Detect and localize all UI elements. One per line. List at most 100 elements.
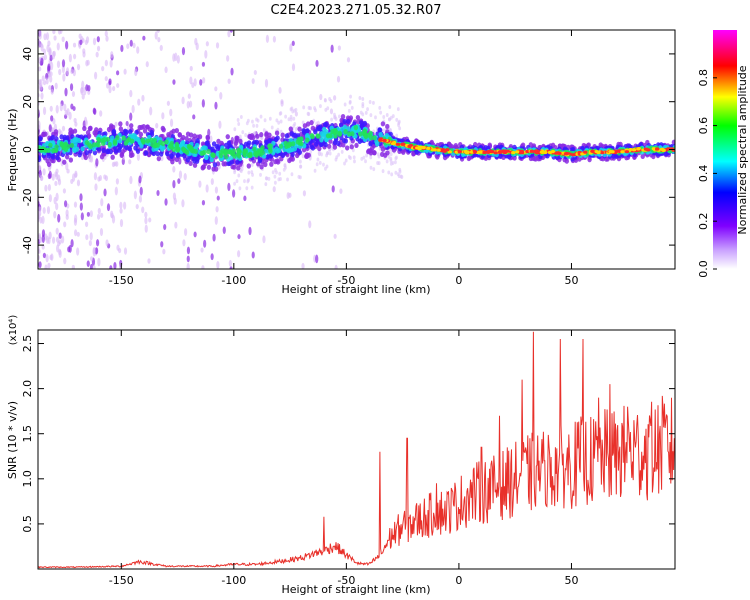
- spectrogram-peak-cell: [478, 150, 483, 154]
- spectrogram-noise-cell: [119, 218, 124, 228]
- spectrogram-noise-cell: [336, 75, 341, 83]
- spectrogram-noise-cell: [177, 178, 181, 184]
- spectrogram-noise-cell: [374, 115, 377, 120]
- spectrogram-noise-cell: [59, 103, 63, 112]
- spectrogram-peak-cell: [472, 150, 478, 154]
- spectrogram-ridge-cell: [290, 151, 295, 157]
- spectrogram-ridge-cell: [216, 144, 221, 150]
- spectrogram-noise-cell: [362, 155, 366, 160]
- spectrogram-noise-cell: [160, 241, 164, 248]
- spectrogram-ridge-cell: [259, 132, 264, 138]
- spectrogram-peak-cell: [382, 138, 387, 143]
- spectrogram-noise-cell: [113, 161, 117, 167]
- spectrogram-noise-cell: [129, 175, 133, 185]
- spectrogram-noise-cell: [129, 89, 133, 98]
- spectrogram-noise-cell: [40, 92, 44, 100]
- spectrogram-ridge-cell: [123, 131, 128, 137]
- spectrogram-noise-cell: [74, 229, 78, 237]
- spectrogram-noise-cell: [315, 162, 319, 167]
- spectrogram-ridge-cell: [292, 132, 298, 138]
- spectrogram-noise-cell: [369, 165, 373, 170]
- spectrogram-noise-cell: [172, 53, 176, 62]
- spectrogram-noise-cell: [229, 266, 233, 269]
- spectrogram-ridge-cell: [350, 131, 355, 137]
- spectrogram-noise-cell: [70, 239, 74, 248]
- spectrogram-noise-cell: [58, 239, 62, 245]
- spectrogram-ridge-cell: [333, 129, 339, 135]
- spectrogram-noise-cell: [47, 63, 51, 72]
- spectrogram-noise-cell: [41, 229, 46, 238]
- colorbar-gradient: [713, 30, 737, 269]
- spectrogram-noise-cell: [39, 174, 43, 181]
- spectrogram-ridge-cell: [319, 131, 325, 137]
- spectrogram-noise-cell: [50, 253, 54, 261]
- spectrogram-noise-cell: [73, 217, 78, 226]
- spectrogram-ridge-cell: [236, 153, 242, 159]
- spectrogram-noise-cell: [237, 234, 241, 240]
- spectrogram-peak-cell: [631, 148, 637, 152]
- spectrogram-noise-cell: [76, 179, 81, 187]
- spectrogram-noise-cell: [131, 104, 135, 114]
- spectrogram-noise-cell: [227, 78, 231, 84]
- spectrogram-noise-cell: [48, 47, 52, 56]
- spectrogram-noise-cell: [100, 212, 104, 218]
- spectrogram-noise-cell: [172, 79, 176, 85]
- spectrogram-ridge-cell: [254, 150, 260, 156]
- spectrogram-ridge-cell: [155, 142, 160, 148]
- spectrogram-ridge-cell: [333, 133, 338, 139]
- snr-line: [37, 331, 676, 569]
- spectrogram-peak-cell: [457, 149, 462, 154]
- spectrogram-noise-cell: [238, 134, 242, 139]
- spectrogram-ridge-cell: [209, 157, 214, 163]
- snr-x-axis-label: Height of straight line (km): [281, 583, 430, 596]
- spectrogram-peak-cell: [643, 147, 649, 151]
- spectrogram-noise-cell: [55, 202, 59, 211]
- spectrogram-noise-cell: [291, 63, 296, 72]
- spectrogram-ridge-cell: [290, 156, 295, 162]
- spectrogram-ridge-cell: [246, 142, 251, 148]
- spectrogram-ridge-cell: [139, 124, 144, 130]
- spectrogram-noise-cell: [93, 172, 98, 181]
- spectrogram-ridge-cell: [322, 122, 328, 128]
- spectrogram-ridge-cell: [100, 140, 106, 146]
- spectrogram-noise-cell: [64, 109, 68, 116]
- spectrogram-x-ticks: -150 -100 -50 0 50: [109, 30, 578, 287]
- spectrogram-noise-cell: [394, 170, 398, 175]
- spectrogram-ridge-cell: [267, 132, 272, 138]
- snr-x-tick-label: -100: [221, 574, 246, 587]
- spectrogram-ridge-cell: [184, 135, 189, 142]
- spectrogram-noise-cell: [144, 224, 148, 233]
- spectrogram-noise-cell: [247, 170, 251, 175]
- snr-series-line: [37, 331, 676, 569]
- spectrogram-noise-cell: [200, 247, 204, 253]
- spectrogram-noise-cell: [343, 161, 346, 166]
- spectrogram-ridge-cell: [377, 127, 383, 133]
- spectrogram-noise-cell: [86, 211, 90, 217]
- spectrogram-noise-cell: [243, 179, 246, 184]
- spectrogram-noise-cell: [128, 159, 132, 165]
- spectrogram-ridge-cell: [297, 126, 302, 132]
- spectrogram-noise-cell: [99, 227, 104, 237]
- spectrogram-noise-cell: [343, 102, 347, 107]
- spectrogram-ridge-cell: [226, 160, 231, 167]
- spectrogram-noise-cell: [290, 172, 294, 177]
- spectrogram-ridge-cell: [204, 141, 210, 147]
- spectrogram-noise-cell: [48, 124, 52, 133]
- spectrogram-noise-cell: [204, 49, 208, 59]
- spectrogram-noise-cell: [120, 44, 124, 53]
- spectrogram-noise-cell: [85, 36, 90, 44]
- spectrogram-noise-cell: [116, 244, 120, 251]
- spectrogram-ridge-cell: [289, 131, 294, 137]
- spectrogram-noise-cell: [328, 96, 331, 101]
- spectrogram-ridge-cell: [150, 142, 155, 148]
- spectrogram-ridge-cell: [260, 145, 265, 151]
- spectrogram-noise-cell: [157, 36, 161, 43]
- spectrogram-noise-cell: [389, 161, 393, 166]
- spectrogram-noise-cell: [57, 30, 62, 35]
- spectrogram-ridge-cell: [353, 133, 358, 139]
- spectrogram-noise-cell: [65, 40, 69, 50]
- spectrogram-noise-cell: [264, 78, 269, 88]
- spectrogram-ridge-cell: [274, 130, 280, 136]
- spectrogram-noise-cell: [72, 69, 76, 77]
- spectrogram-ridge-cell: [64, 154, 70, 160]
